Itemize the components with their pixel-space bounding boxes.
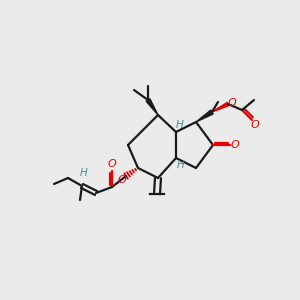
Polygon shape <box>196 110 213 122</box>
Text: H: H <box>176 120 184 130</box>
Polygon shape <box>146 99 158 115</box>
Text: O: O <box>118 175 126 185</box>
Text: H: H <box>177 160 185 170</box>
Polygon shape <box>212 102 229 112</box>
Text: O: O <box>231 140 239 150</box>
Text: O: O <box>228 98 236 108</box>
Text: H: H <box>80 168 88 178</box>
Text: O: O <box>108 159 116 169</box>
Text: O: O <box>250 120 260 130</box>
